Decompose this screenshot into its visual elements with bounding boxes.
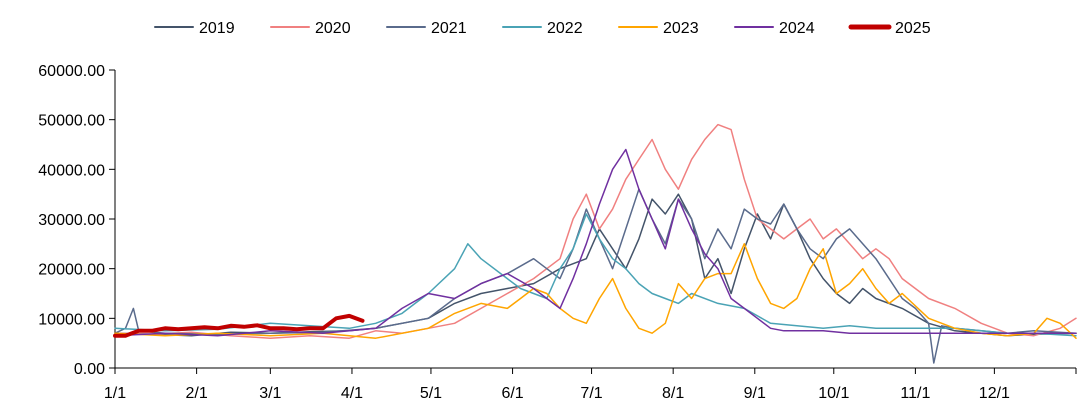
y-tick-label: 10000.00	[38, 311, 105, 328]
legend-label-2020: 2020	[315, 20, 351, 37]
x-tick-label: 6/1	[501, 385, 523, 402]
x-tick-label: 11/1	[900, 385, 930, 402]
x-tick-label: 5/1	[420, 385, 442, 402]
series-line-2024	[114, 148, 1077, 337]
x-tick-label: 7/1	[580, 385, 602, 402]
x-tick-label: 8/1	[662, 385, 684, 402]
series-line-2025	[113, 313, 365, 338]
y-axis: 0.00 10000.00 20000.00 30000.00 40000.00 5000…	[38, 63, 116, 378]
y-tick-label: 30000.00	[38, 212, 105, 229]
legend-label-2024: 2024	[779, 20, 815, 37]
y-tick-label: 20000.00	[38, 262, 105, 279]
legend-label-2019: 2019	[199, 20, 235, 37]
x-axis: 1/1 2/1 3/1 4/1 5/1 6/1 7/1 8/1 9/1 10/1 11/1 12/1	[104, 367, 1077, 402]
y-tick-label: 40000.00	[38, 162, 105, 179]
plot-area	[113, 123, 1077, 364]
legend-label-2025: 2025	[895, 20, 931, 37]
x-tick-label: 10/1	[818, 385, 849, 402]
series-line-2023	[114, 243, 1077, 339]
legend-label-2023: 2023	[663, 20, 699, 37]
legend-label-2021: 2021	[431, 20, 467, 37]
y-tick-label: 0.00	[74, 361, 105, 378]
legend-label-2022: 2022	[547, 20, 583, 37]
chart-legend: 2019 2020 2021 2022 2023 2024 2025	[154, 20, 931, 37]
x-tick-label: 3/1	[259, 385, 281, 402]
series-line-2020	[114, 123, 1077, 339]
x-tick-label: 12/1	[979, 385, 1010, 402]
y-tick-label: 60000.00	[38, 63, 105, 80]
x-tick-label: 2/1	[185, 385, 207, 402]
x-tick-label: 1/1	[104, 385, 126, 402]
series-line-2022	[114, 213, 1077, 337]
y-tick-label: 50000.00	[38, 113, 105, 130]
x-tick-label: 4/1	[341, 385, 363, 402]
x-tick-label: 9/1	[744, 385, 766, 402]
